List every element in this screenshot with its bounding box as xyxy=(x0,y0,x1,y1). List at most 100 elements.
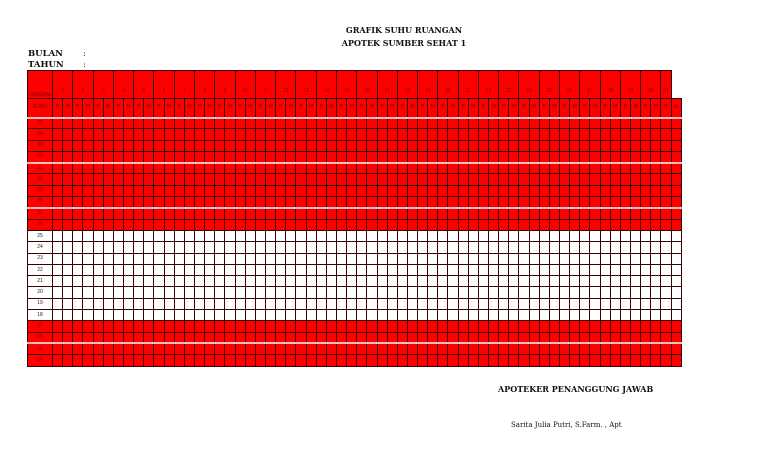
reading-cell[interactable] xyxy=(488,354,500,367)
reading-cell[interactable] xyxy=(133,331,145,344)
reading-cell[interactable] xyxy=(437,297,449,311)
reading-cell[interactable] xyxy=(518,206,530,220)
reading-cell[interactable] xyxy=(173,275,185,288)
reading-cell[interactable] xyxy=(153,128,165,141)
reading-cell[interactable] xyxy=(264,218,277,231)
reading-cell[interactable] xyxy=(335,263,348,277)
reading-cell[interactable] xyxy=(376,354,388,367)
reading-cell[interactable] xyxy=(619,252,632,265)
reading-cell[interactable] xyxy=(264,286,277,299)
reading-cell[interactable] xyxy=(457,342,469,356)
reading-cell[interactable] xyxy=(640,286,652,299)
reading-cell[interactable] xyxy=(427,161,439,175)
reading-cell[interactable] xyxy=(447,139,459,152)
reading-cell[interactable] xyxy=(133,286,145,299)
reading-cell[interactable] xyxy=(51,331,64,344)
reading-cell[interactable] xyxy=(173,286,185,299)
reading-cell[interactable] xyxy=(457,150,469,164)
reading-cell[interactable] xyxy=(295,342,307,356)
reading-cell[interactable] xyxy=(640,218,652,231)
reading-cell[interactable] xyxy=(396,241,408,254)
reading-cell[interactable] xyxy=(234,139,246,152)
reading-cell[interactable] xyxy=(467,297,479,311)
reading-cell[interactable] xyxy=(315,218,327,231)
reading-cell[interactable] xyxy=(224,342,236,356)
reading-cell[interactable] xyxy=(356,116,368,130)
reading-cell[interactable] xyxy=(214,150,226,164)
reading-cell[interactable] xyxy=(559,342,571,356)
reading-cell[interactable] xyxy=(275,354,287,367)
reading-cell[interactable] xyxy=(670,116,682,130)
reading-cell[interactable] xyxy=(82,116,94,130)
reading-cell[interactable] xyxy=(183,150,195,164)
reading-cell[interactable] xyxy=(92,354,104,367)
reading-cell[interactable] xyxy=(437,161,449,175)
reading-cell[interactable] xyxy=(376,342,388,356)
reading-cell[interactable] xyxy=(112,241,124,254)
reading-cell[interactable] xyxy=(386,241,398,254)
reading-cell[interactable] xyxy=(122,241,135,254)
reading-cell[interactable] xyxy=(51,309,64,322)
reading-cell[interactable] xyxy=(660,184,672,198)
reading-cell[interactable] xyxy=(325,139,337,152)
reading-cell[interactable] xyxy=(650,263,662,277)
reading-cell[interactable] xyxy=(386,218,398,231)
reading-cell[interactable] xyxy=(437,354,449,367)
reading-cell[interactable] xyxy=(51,252,64,265)
reading-cell[interactable] xyxy=(619,173,632,186)
reading-cell[interactable] xyxy=(386,252,398,265)
reading-cell[interactable] xyxy=(204,184,216,198)
reading-cell[interactable] xyxy=(346,286,358,299)
reading-cell[interactable] xyxy=(589,342,601,356)
reading-cell[interactable] xyxy=(275,309,287,322)
reading-cell[interactable] xyxy=(498,309,510,322)
reading-cell[interactable] xyxy=(305,241,317,254)
reading-cell[interactable] xyxy=(366,206,378,220)
reading-cell[interactable] xyxy=(204,331,216,344)
reading-cell[interactable] xyxy=(498,297,510,311)
reading-cell[interactable] xyxy=(183,206,195,220)
reading-cell[interactable] xyxy=(356,241,368,254)
reading-cell[interactable] xyxy=(112,150,124,164)
reading-cell[interactable] xyxy=(548,342,561,356)
reading-cell[interactable] xyxy=(660,331,672,344)
reading-cell[interactable] xyxy=(193,331,206,344)
reading-cell[interactable] xyxy=(244,196,256,209)
reading-cell[interactable] xyxy=(457,275,469,288)
reading-cell[interactable] xyxy=(305,252,317,265)
reading-cell[interactable] xyxy=(619,116,632,130)
reading-cell[interactable] xyxy=(386,206,398,220)
reading-cell[interactable] xyxy=(589,116,601,130)
reading-cell[interactable] xyxy=(376,275,388,288)
reading-cell[interactable] xyxy=(437,241,449,254)
reading-cell[interactable] xyxy=(62,196,74,209)
reading-cell[interactable] xyxy=(214,342,226,356)
reading-cell[interactable] xyxy=(417,331,429,344)
reading-cell[interactable] xyxy=(325,229,337,243)
reading-cell[interactable] xyxy=(122,309,135,322)
reading-cell[interactable] xyxy=(589,241,601,254)
reading-cell[interactable] xyxy=(102,241,114,254)
reading-cell[interactable] xyxy=(447,116,459,130)
reading-cell[interactable] xyxy=(305,196,317,209)
reading-cell[interactable] xyxy=(538,331,550,344)
reading-cell[interactable] xyxy=(244,320,256,333)
reading-cell[interactable] xyxy=(346,309,358,322)
reading-cell[interactable] xyxy=(538,297,550,311)
reading-cell[interactable] xyxy=(102,184,114,198)
reading-cell[interactable] xyxy=(143,309,155,322)
reading-cell[interactable] xyxy=(295,320,307,333)
reading-cell[interactable] xyxy=(356,128,368,141)
reading-cell[interactable] xyxy=(528,128,540,141)
reading-cell[interactable] xyxy=(619,128,632,141)
reading-cell[interactable] xyxy=(82,206,94,220)
reading-cell[interactable] xyxy=(183,184,195,198)
reading-cell[interactable] xyxy=(173,150,185,164)
reading-cell[interactable] xyxy=(427,184,439,198)
reading-cell[interactable] xyxy=(234,263,246,277)
reading-cell[interactable] xyxy=(599,139,611,152)
reading-cell[interactable] xyxy=(477,196,490,209)
reading-cell[interactable] xyxy=(508,342,520,356)
reading-cell[interactable] xyxy=(579,229,591,243)
reading-cell[interactable] xyxy=(275,241,287,254)
